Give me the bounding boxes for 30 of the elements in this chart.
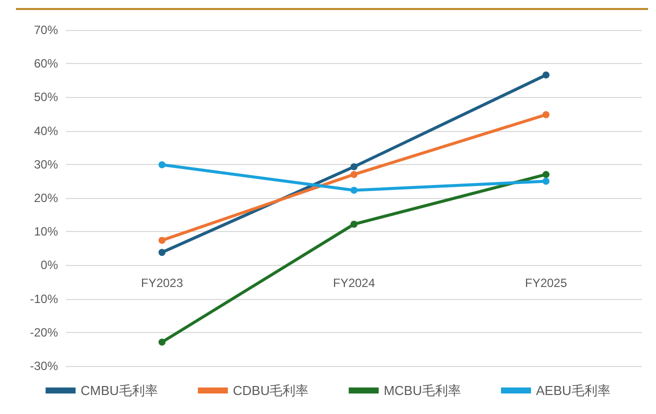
point xyxy=(542,72,550,79)
y-tick-label: 0% xyxy=(40,258,58,272)
x-tick-label: FY2024 xyxy=(332,276,376,290)
point xyxy=(158,248,166,256)
point xyxy=(350,220,358,228)
legend-label: CDBU毛利率 xyxy=(232,383,309,398)
x-tick-label: FY2023 xyxy=(140,276,184,290)
y-tick-label: 40% xyxy=(34,124,58,138)
y-tick-label: 50% xyxy=(34,90,58,104)
point xyxy=(158,236,166,244)
x-tick-label: FY2025 xyxy=(524,276,568,290)
y-tick-label: 10% xyxy=(34,224,58,239)
y-tick-label: 70% xyxy=(34,23,58,37)
point xyxy=(350,186,358,194)
point xyxy=(542,170,550,178)
point xyxy=(542,111,550,118)
y-tick-label: -30% xyxy=(30,359,58,373)
y-tick-label: -20% xyxy=(30,325,58,340)
legend-label: AEBU毛利率 xyxy=(536,383,610,398)
point xyxy=(350,163,358,170)
legend-label: CMBU毛利率 xyxy=(80,383,158,398)
y-tick-label: 60% xyxy=(34,56,58,71)
legend-label: MCBU毛利率 xyxy=(384,383,461,398)
point xyxy=(158,161,166,168)
point xyxy=(542,178,550,185)
point xyxy=(350,170,358,178)
y-tick-label: 30% xyxy=(34,157,58,172)
y-tick-label: -10% xyxy=(30,292,58,306)
point xyxy=(158,338,166,346)
y-tick-label: 20% xyxy=(34,191,58,205)
